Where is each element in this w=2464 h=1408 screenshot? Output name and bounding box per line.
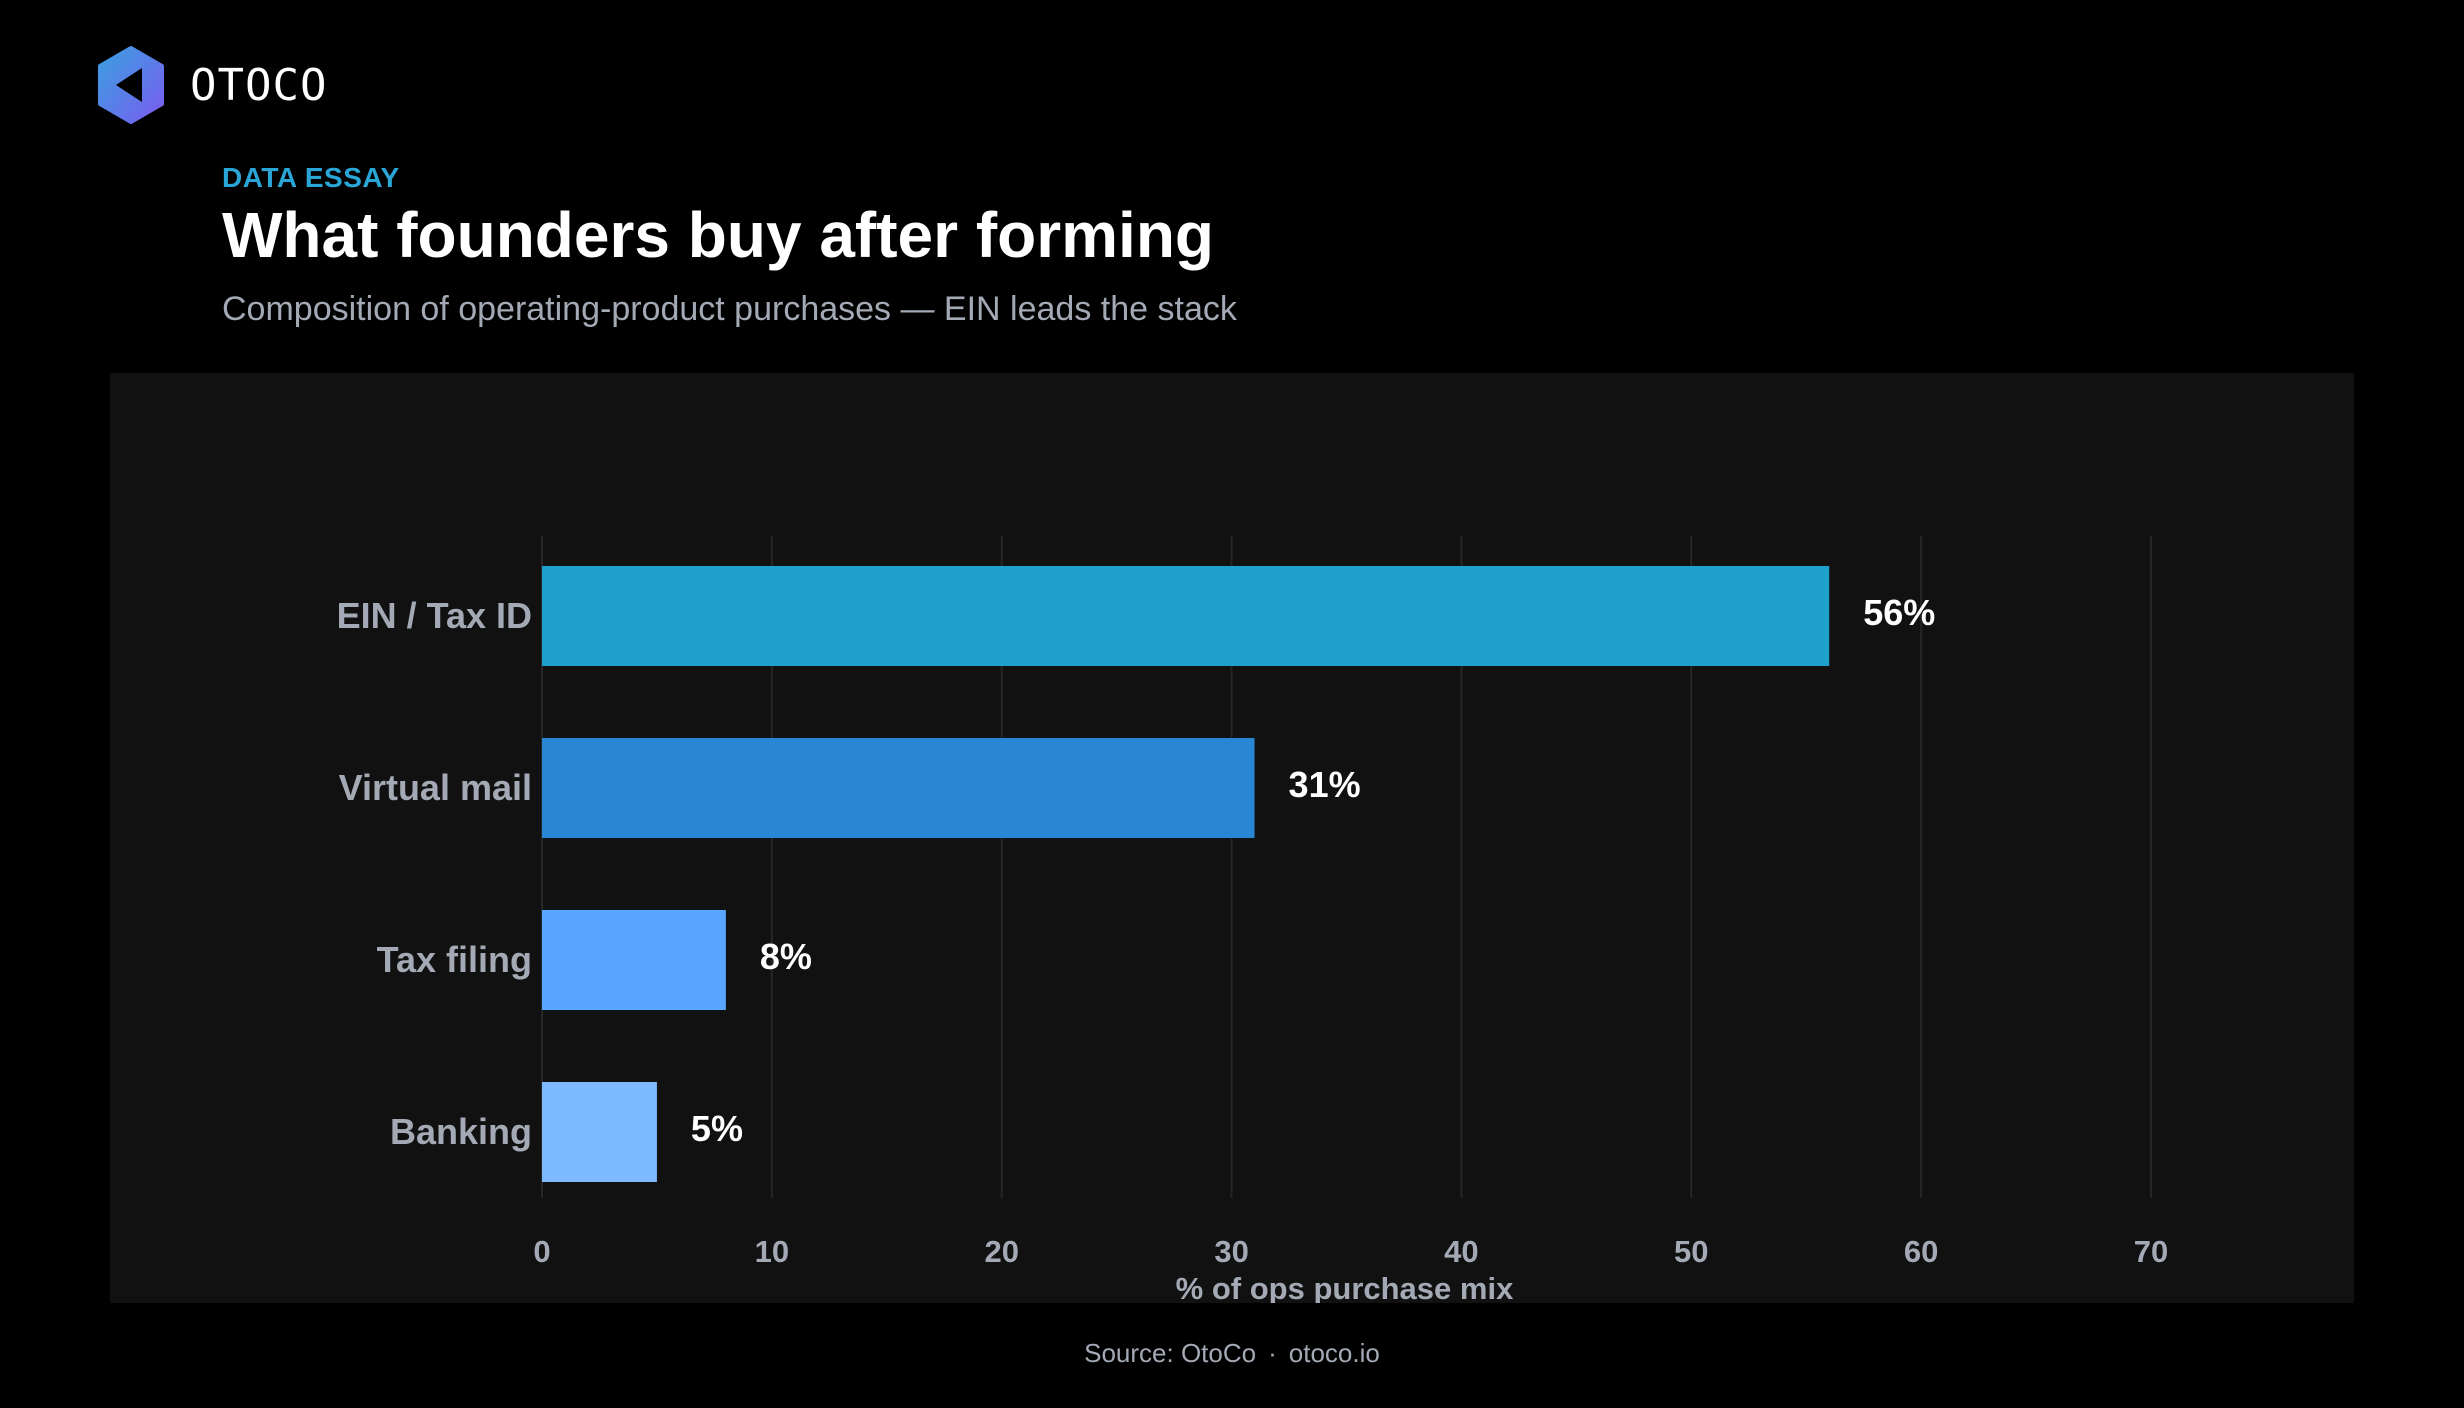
x-axis-title: % of ops purchase mix <box>1176 1271 1514 1303</box>
data-label: 8% <box>760 936 812 977</box>
source-text: Source: OtoCo <box>1084 1338 1257 1368</box>
data-label: 31% <box>1289 764 1361 805</box>
x-tick-label: 0 <box>533 1234 550 1269</box>
bar-2 <box>542 910 726 1010</box>
page-subtitle: Composition of operating-product purchas… <box>222 290 1237 328</box>
x-tick-label: 60 <box>1904 1234 1938 1269</box>
category-label: Virtual mail <box>339 767 532 808</box>
chart-panel: 0 10 20 30 40 50 60 70 EIN / Tax ID 56% Virtual ma… <box>110 373 2354 1303</box>
data-label: 5% <box>691 1108 743 1149</box>
bar-chart: 0 10 20 30 40 50 60 70 EIN / Tax ID 56% Virtual ma… <box>337 536 2168 1303</box>
category-label: Tax filing <box>377 939 532 980</box>
page-title: What founders buy after forming <box>222 199 1214 271</box>
section-kicker: DATA ESSAY <box>222 162 400 193</box>
bar-0 <box>542 566 1830 666</box>
bar-3 <box>542 1082 657 1182</box>
x-tick-label: 70 <box>2134 1234 2168 1269</box>
x-tick-label: 50 <box>1674 1234 1708 1269</box>
x-tick-label: 30 <box>1214 1234 1248 1269</box>
source-footer: Source: OtoCo · otoco.io <box>0 1338 2464 1369</box>
source-separator: · <box>1268 1338 1277 1368</box>
category-label: EIN / Tax ID <box>337 595 532 636</box>
brand-logo: OTOCO <box>96 46 327 124</box>
x-tick-label: 40 <box>1444 1234 1478 1269</box>
x-tick-label: 20 <box>984 1234 1018 1269</box>
source-link[interactable]: otoco.io <box>1288 1338 1380 1368</box>
brand-name: OTOCO <box>190 59 328 111</box>
bar-1 <box>542 738 1255 838</box>
data-label: 56% <box>1863 592 1935 633</box>
x-tick-label: 10 <box>755 1234 789 1269</box>
category-label: Banking <box>390 1111 532 1152</box>
otoco-logo-icon <box>98 46 164 124</box>
